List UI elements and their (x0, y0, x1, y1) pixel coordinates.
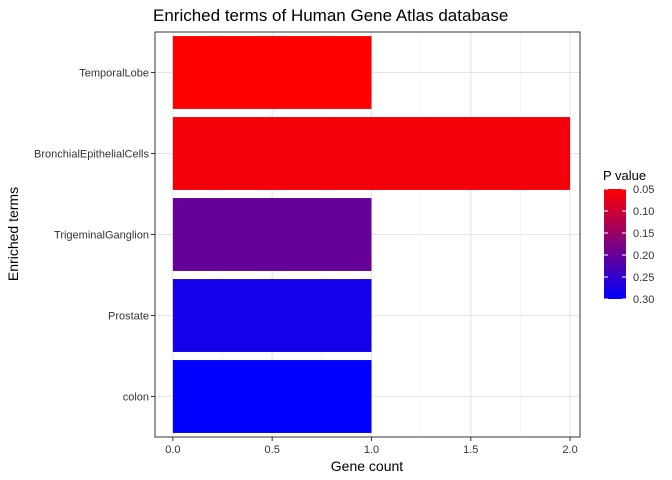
legend: P value 0.05 0.10 0.15 0.20 0.25 0.30 (603, 168, 654, 306)
legend-label: 0.25 (633, 272, 654, 284)
legend-label: 0.15 (633, 228, 654, 240)
y-tick-label: Prostate (108, 311, 149, 323)
bar-colon (172, 360, 372, 433)
bar-Prostate (172, 279, 372, 352)
legend-label: 0.20 (633, 250, 654, 262)
chart-title: Enriched terms of Human Gene Atlas datab… (153, 6, 508, 25)
bar-TemporalLobe (172, 36, 372, 109)
y-axis-title: Enriched terms (5, 187, 21, 281)
x-axis-title: Gene count (331, 458, 403, 474)
legend-label: 0.10 (633, 206, 654, 218)
x-tick-label: 0.5 (265, 444, 280, 456)
x-tick-label: 1.0 (364, 444, 379, 456)
plot-panel (154, 31, 581, 438)
legend-title: P value (603, 168, 646, 183)
legend-label: 0.05 (633, 184, 654, 196)
y-axis: TemporalLobe BronchialEpithelialCells Trig… (34, 68, 155, 404)
y-tick-label: colon (123, 392, 149, 404)
x-tick-label: 0.0 (165, 444, 180, 456)
legend-colorbar (604, 189, 626, 299)
bar-BronchialEpithelialCells (172, 117, 571, 190)
y-tick-label: TemporalLobe (79, 68, 149, 80)
x-tick-label: 2.0 (562, 444, 577, 456)
x-axis: 0.0 0.5 1.0 1.5 2.0 (165, 437, 578, 456)
x-tick-label: 1.5 (463, 444, 478, 456)
legend-label: 0.30 (633, 294, 654, 306)
bar-TrigeminalGanglion (172, 198, 372, 271)
y-tick-label: BronchialEpithelialCells (34, 149, 149, 161)
y-tick-label: TrigeminalGanglion (54, 230, 149, 242)
